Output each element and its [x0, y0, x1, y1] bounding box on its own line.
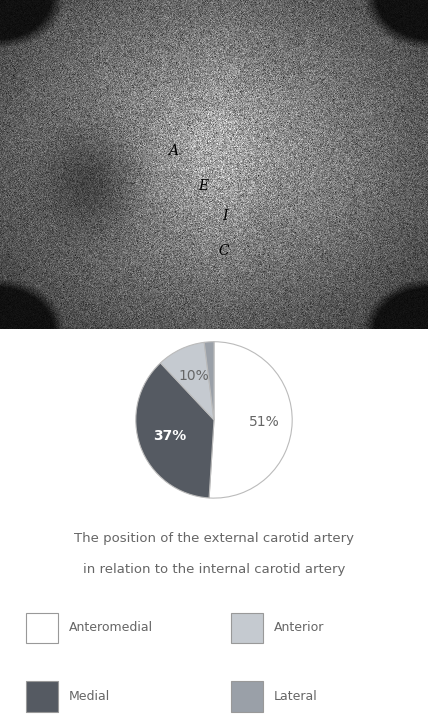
Bar	[26, 613, 58, 643]
Bar	[26, 681, 58, 712]
Wedge shape	[160, 342, 214, 420]
Bar	[231, 681, 263, 712]
Text: Lateral: Lateral	[274, 690, 318, 703]
Text: 37%: 37%	[153, 429, 187, 443]
Text: Anteromedial: Anteromedial	[68, 621, 153, 634]
Wedge shape	[209, 342, 292, 498]
Wedge shape	[136, 363, 214, 498]
Wedge shape	[204, 342, 214, 420]
Text: I: I	[222, 209, 228, 222]
Text: E: E	[198, 179, 208, 193]
Text: 10%: 10%	[178, 369, 209, 383]
Bar	[231, 613, 263, 643]
Text: Medial: Medial	[68, 690, 110, 703]
Text: in relation to the internal carotid artery: in relation to the internal carotid arte…	[83, 563, 345, 576]
Text: A: A	[168, 144, 178, 158]
Text: 51%: 51%	[250, 415, 280, 429]
Text: The position of the external carotid artery: The position of the external carotid art…	[74, 532, 354, 545]
Text: Anterior: Anterior	[274, 621, 324, 634]
Text: C: C	[218, 243, 229, 258]
Text: 2%: 2%	[197, 313, 219, 327]
